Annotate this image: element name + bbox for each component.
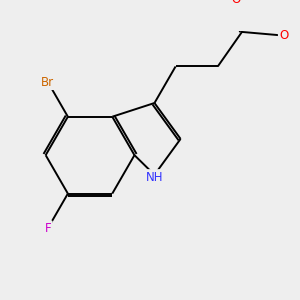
Text: O: O bbox=[232, 0, 241, 6]
Text: Br: Br bbox=[41, 76, 55, 88]
Text: O: O bbox=[279, 29, 289, 42]
Text: NH: NH bbox=[146, 170, 163, 184]
Text: F: F bbox=[45, 222, 51, 235]
